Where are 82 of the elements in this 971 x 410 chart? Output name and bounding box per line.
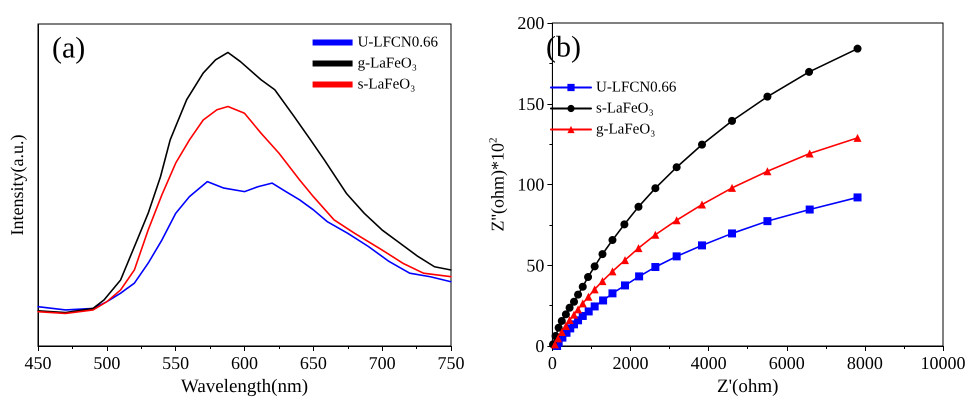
point xyxy=(558,328,566,336)
point xyxy=(728,184,736,192)
point xyxy=(728,229,736,238)
point xyxy=(621,281,630,290)
legend-label: U-LFCN0.66 xyxy=(596,80,677,96)
point xyxy=(566,304,574,312)
y-tick-label: 150 xyxy=(517,94,544,114)
point xyxy=(598,250,606,258)
point xyxy=(608,236,616,244)
chart-title: (a) xyxy=(52,32,86,64)
point xyxy=(698,200,706,209)
point xyxy=(574,290,582,299)
legend-label: g-LaFeO₃ xyxy=(596,122,656,138)
x-tick-label: 6000 xyxy=(768,353,805,373)
y-axis-title: Z''(ohm)*102 xyxy=(488,138,508,232)
point xyxy=(634,244,642,252)
point xyxy=(590,262,599,270)
point xyxy=(574,305,582,314)
x-tick-label: 500 xyxy=(93,353,120,373)
point xyxy=(621,256,630,264)
point xyxy=(854,134,862,142)
y-tick-label: 50 xyxy=(526,255,544,276)
point xyxy=(620,220,628,228)
point xyxy=(584,292,592,301)
legend-label: s-LaFeO₃ xyxy=(358,76,416,92)
x-tick-label: 2000 xyxy=(612,353,649,373)
point xyxy=(651,184,660,192)
point xyxy=(651,263,660,272)
point xyxy=(763,217,772,226)
point xyxy=(698,140,706,149)
point xyxy=(584,273,592,282)
legend-label: s-LaFeO₃ xyxy=(596,100,654,116)
point xyxy=(554,324,563,332)
point xyxy=(570,310,578,319)
point xyxy=(598,277,606,286)
point xyxy=(608,289,616,298)
point xyxy=(635,272,644,280)
x-tick-label: 450 xyxy=(24,353,52,373)
point xyxy=(599,296,608,304)
y-axis-title: Intensity(a.u.) xyxy=(7,134,27,236)
x-tick-label: 750 xyxy=(438,353,464,373)
x-axis-title: Wavelength(nm) xyxy=(180,376,308,397)
point xyxy=(562,322,570,330)
point xyxy=(763,167,772,176)
legend-label: g-LaFeO₃ xyxy=(358,56,417,72)
x-tick-label: 600 xyxy=(231,353,258,373)
y-tick-label: 0 xyxy=(535,336,544,356)
x-tick-label: 550 xyxy=(162,353,190,373)
point xyxy=(854,44,862,53)
point xyxy=(566,316,574,324)
x-tick-label: 650 xyxy=(300,353,327,373)
point xyxy=(672,216,681,224)
point xyxy=(570,298,578,306)
point xyxy=(608,267,616,276)
x-tick-label: 0 xyxy=(548,353,557,373)
point xyxy=(651,230,660,239)
x-tick-label: 10000 xyxy=(920,353,966,373)
point xyxy=(590,302,599,310)
x-tick-label: 700 xyxy=(368,353,396,373)
point xyxy=(763,92,772,101)
y-tick-label: 200 xyxy=(517,13,544,33)
point xyxy=(634,202,642,211)
point xyxy=(672,163,681,172)
point xyxy=(672,252,681,260)
point xyxy=(698,241,706,250)
legend-label: U-LFCN0.66 xyxy=(358,34,438,50)
point xyxy=(578,299,587,308)
x-axis-title: Z'(ohm) xyxy=(716,376,778,397)
point xyxy=(554,334,562,342)
x-tick-label: 8000 xyxy=(846,353,883,373)
point xyxy=(584,307,593,316)
point xyxy=(558,316,566,325)
x-tick-label: 4000 xyxy=(690,353,727,373)
point xyxy=(854,193,862,202)
point xyxy=(805,68,814,76)
point xyxy=(806,206,814,214)
point xyxy=(806,149,814,158)
point xyxy=(728,116,736,125)
point xyxy=(562,310,570,318)
point xyxy=(590,285,599,294)
y-tick-label: 100 xyxy=(517,174,544,194)
point xyxy=(578,282,587,291)
